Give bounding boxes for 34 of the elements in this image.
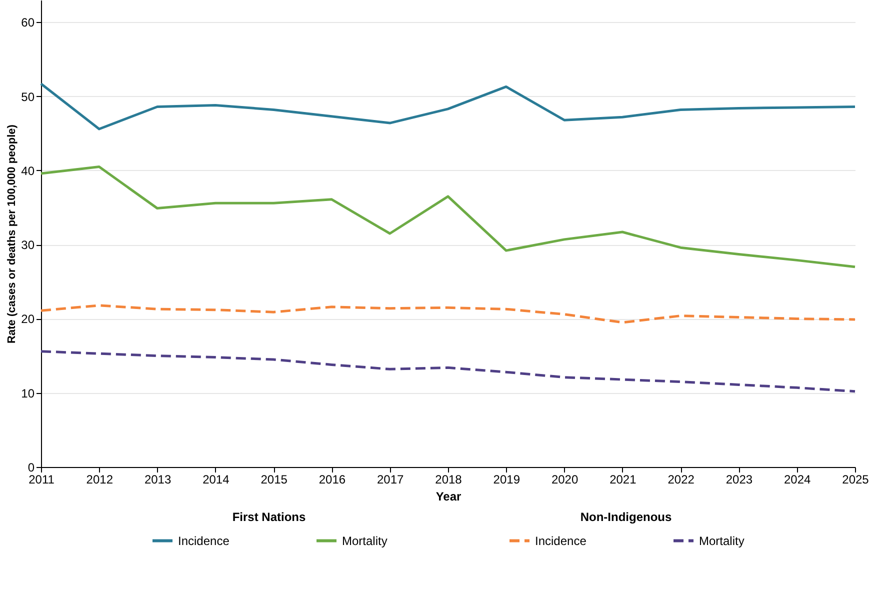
x-tick-label: 2014 [202,472,230,486]
y-tick-label: 40 [21,164,35,178]
line-series [40,350,856,393]
y-tick-label: 0 [28,460,35,474]
legend-label: Mortality [342,534,388,548]
x-tick-label: 2023 [726,472,753,486]
line-series [40,166,856,268]
y-axis-title: Rate (cases or deaths per 100,000 people) [6,124,18,344]
y-tick-label: 20 [21,312,35,326]
text: First Nations [232,510,306,524]
x-tick-label: 2019 [493,472,520,486]
x-tick-label: 2011 [28,472,55,486]
x-tick-label: 2018 [435,472,462,486]
x-tick-label: 2017 [377,472,404,486]
x-axis-title: Year [436,490,462,504]
y-tick-label: 50 [21,90,35,104]
x-tick-label: 2015 [260,472,288,486]
legend-label: Mortality [699,534,744,548]
x-tick-label: 2024 [784,472,812,486]
line-series [40,304,856,324]
x-tick-label: 2022 [668,472,695,486]
x-tick-label: 2020 [551,472,578,486]
text: Non-Indigenous [580,510,672,524]
x-tick-label: 2025 [842,472,870,486]
y-tick-label: 30 [21,238,35,252]
x-tick-label: 2013 [144,472,172,486]
x-tick-label: 2016 [318,472,346,486]
y-tick-label: 60 [21,16,35,30]
legend-label: Incidence [178,534,230,548]
x-tick-label: 2021 [610,472,637,486]
line-series [40,82,856,130]
y-tick-label: 10 [21,386,35,400]
legend-label: Incidence [535,534,587,548]
x-tick-label: 2012 [86,472,114,486]
